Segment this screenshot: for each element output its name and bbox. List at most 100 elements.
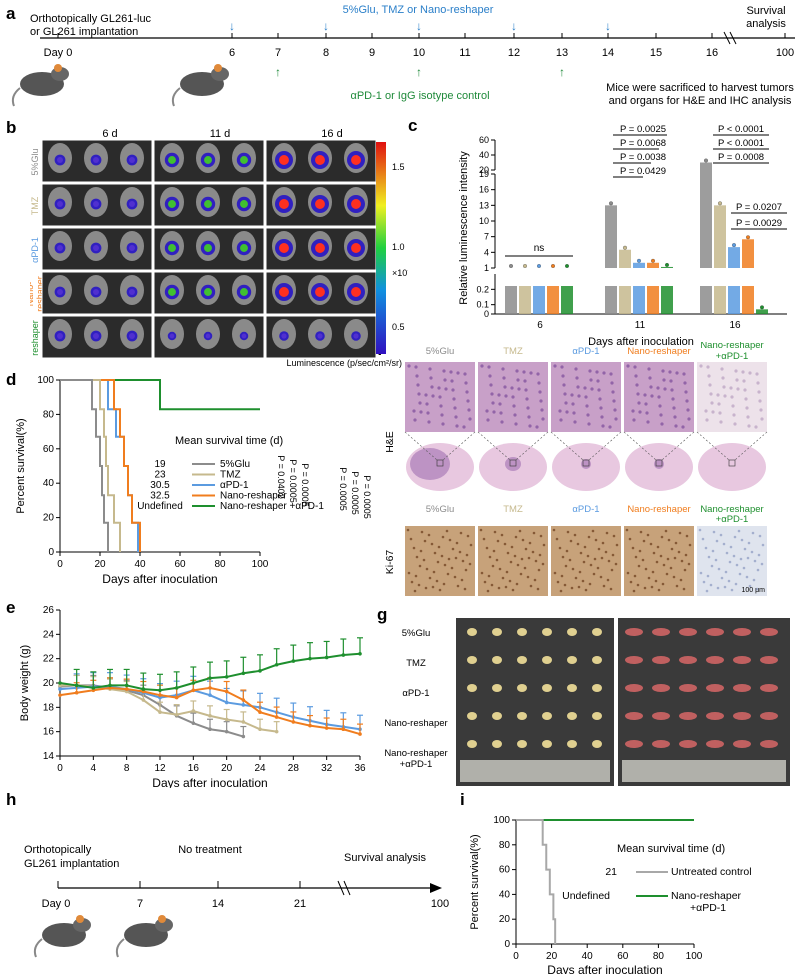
g-brain-sample bbox=[706, 740, 724, 748]
c-pvalue-16: P < 0.0001 bbox=[718, 138, 764, 149]
b-scale-unit: ×10⁷ bbox=[392, 268, 408, 278]
f-stain-dot bbox=[516, 563, 520, 567]
panel-b-letter: b bbox=[6, 118, 17, 137]
f-nucleus bbox=[589, 378, 593, 382]
b-row-label-line: αPD-1 bbox=[30, 237, 40, 263]
f-nucleus bbox=[673, 415, 677, 419]
f-stain-dot bbox=[722, 542, 726, 546]
f-stain-dot bbox=[684, 553, 688, 557]
f-stain-dot bbox=[581, 579, 585, 583]
f-nucleus bbox=[528, 424, 532, 428]
f-stain-dot bbox=[409, 537, 413, 541]
g-brain-sample bbox=[652, 628, 670, 636]
f-stain-dot bbox=[433, 551, 437, 555]
b-signal-core bbox=[129, 289, 135, 295]
g-brain-sample bbox=[760, 740, 778, 748]
f-stain-dot bbox=[683, 568, 687, 572]
i-y-tick-label: 100 bbox=[493, 815, 510, 826]
b-signal-core bbox=[93, 201, 99, 207]
f-stain-dot bbox=[454, 556, 458, 560]
f-stain-dot bbox=[583, 545, 587, 549]
f-nucleus bbox=[719, 420, 723, 424]
i-y-tick-label: 20 bbox=[499, 914, 511, 925]
f-nucleus bbox=[573, 420, 577, 424]
g-brain-sample bbox=[733, 740, 751, 748]
a-left-text-1: Orthotopically GL261-luc bbox=[30, 13, 152, 25]
i-series-line bbox=[516, 819, 557, 944]
c-pvalue-16: P = 0.0008 bbox=[718, 152, 764, 163]
i-x-tick-label: 80 bbox=[653, 951, 665, 962]
f-stain-dot bbox=[532, 531, 536, 535]
e-point bbox=[258, 669, 262, 673]
f-stain-dot bbox=[712, 530, 716, 534]
g-row-label: 5%Glu bbox=[402, 628, 431, 639]
g-tumor-sample bbox=[467, 656, 477, 664]
f-stain-dot bbox=[492, 549, 496, 553]
f-nucleus bbox=[407, 364, 411, 368]
i-legend-title: Mean survival time (d) bbox=[617, 843, 725, 855]
f-nucleus bbox=[586, 413, 590, 417]
f-nucleus bbox=[577, 394, 581, 398]
f-nucleus bbox=[656, 386, 660, 390]
f-stain-dot bbox=[724, 570, 728, 574]
a-treatment-arrow: ↓ bbox=[605, 19, 611, 33]
f-stain-dot bbox=[650, 585, 654, 589]
g-tumor-sample bbox=[592, 712, 602, 720]
d-pvalue: P = 0.0005 bbox=[350, 471, 360, 515]
f-nucleus bbox=[681, 425, 685, 429]
f-stain-dot bbox=[537, 568, 541, 572]
g-brain-sample bbox=[733, 656, 751, 664]
b-signal-core bbox=[93, 289, 99, 295]
f-nucleus bbox=[524, 388, 528, 392]
b-row-label-line: reshaper bbox=[35, 276, 45, 312]
f-stain-dot bbox=[428, 576, 432, 580]
c-y-tick-label: 20 bbox=[479, 165, 489, 175]
f-nucleus bbox=[760, 417, 764, 421]
f-stain-dot bbox=[682, 587, 686, 591]
c-point bbox=[637, 258, 641, 263]
f-stain-dot bbox=[465, 553, 469, 557]
f-stain-dot bbox=[419, 549, 423, 553]
f-stain-dot bbox=[558, 546, 562, 550]
panel-g-photos: 5%Glu TMZ αPD-1 Nano-reshaper Nano-reshaper +… bbox=[380, 618, 792, 786]
g-ruler bbox=[460, 760, 610, 782]
f-stain-dot bbox=[678, 531, 682, 535]
f-stain-dot bbox=[458, 550, 462, 554]
f-stain-dot bbox=[714, 558, 718, 562]
e-point bbox=[224, 700, 229, 705]
b-row-label-line: Nano- bbox=[30, 282, 35, 307]
f-stain-dot bbox=[654, 579, 658, 583]
c-bar bbox=[661, 266, 673, 268]
h-axis-break-1 bbox=[337, 880, 345, 896]
e-x-tick-label: 16 bbox=[188, 763, 200, 774]
f-nucleus bbox=[487, 365, 491, 369]
f-nucleus bbox=[716, 393, 720, 397]
c-point bbox=[746, 235, 750, 240]
c-point bbox=[704, 158, 708, 163]
c-point bbox=[537, 264, 541, 268]
h-day-14: 14 bbox=[212, 898, 224, 910]
f-zoom-line bbox=[588, 431, 622, 461]
f-stain-dot bbox=[639, 530, 643, 534]
e-point bbox=[174, 695, 179, 700]
b-signal-core bbox=[204, 244, 212, 252]
e-point bbox=[58, 687, 62, 691]
f-brain-section bbox=[698, 443, 766, 491]
c-bar-base bbox=[561, 286, 573, 314]
f-nucleus bbox=[501, 367, 505, 371]
h-day-7: 7 bbox=[137, 898, 143, 910]
b-signal-core bbox=[315, 287, 325, 297]
f-stain-dot bbox=[685, 534, 689, 538]
f-stain-dot bbox=[751, 531, 755, 535]
f-nucleus bbox=[451, 388, 455, 392]
e-point bbox=[141, 687, 146, 691]
c-bar bbox=[714, 205, 726, 268]
f-stain-dot bbox=[526, 575, 530, 579]
f-stain-dot bbox=[629, 580, 633, 584]
f-stain-dot bbox=[674, 541, 678, 545]
f-nucleus bbox=[730, 395, 734, 399]
f-stain-dot bbox=[664, 529, 668, 533]
f-nucleus bbox=[733, 422, 737, 426]
f-nucleus bbox=[444, 387, 448, 391]
g-tumor-sample bbox=[517, 628, 527, 636]
